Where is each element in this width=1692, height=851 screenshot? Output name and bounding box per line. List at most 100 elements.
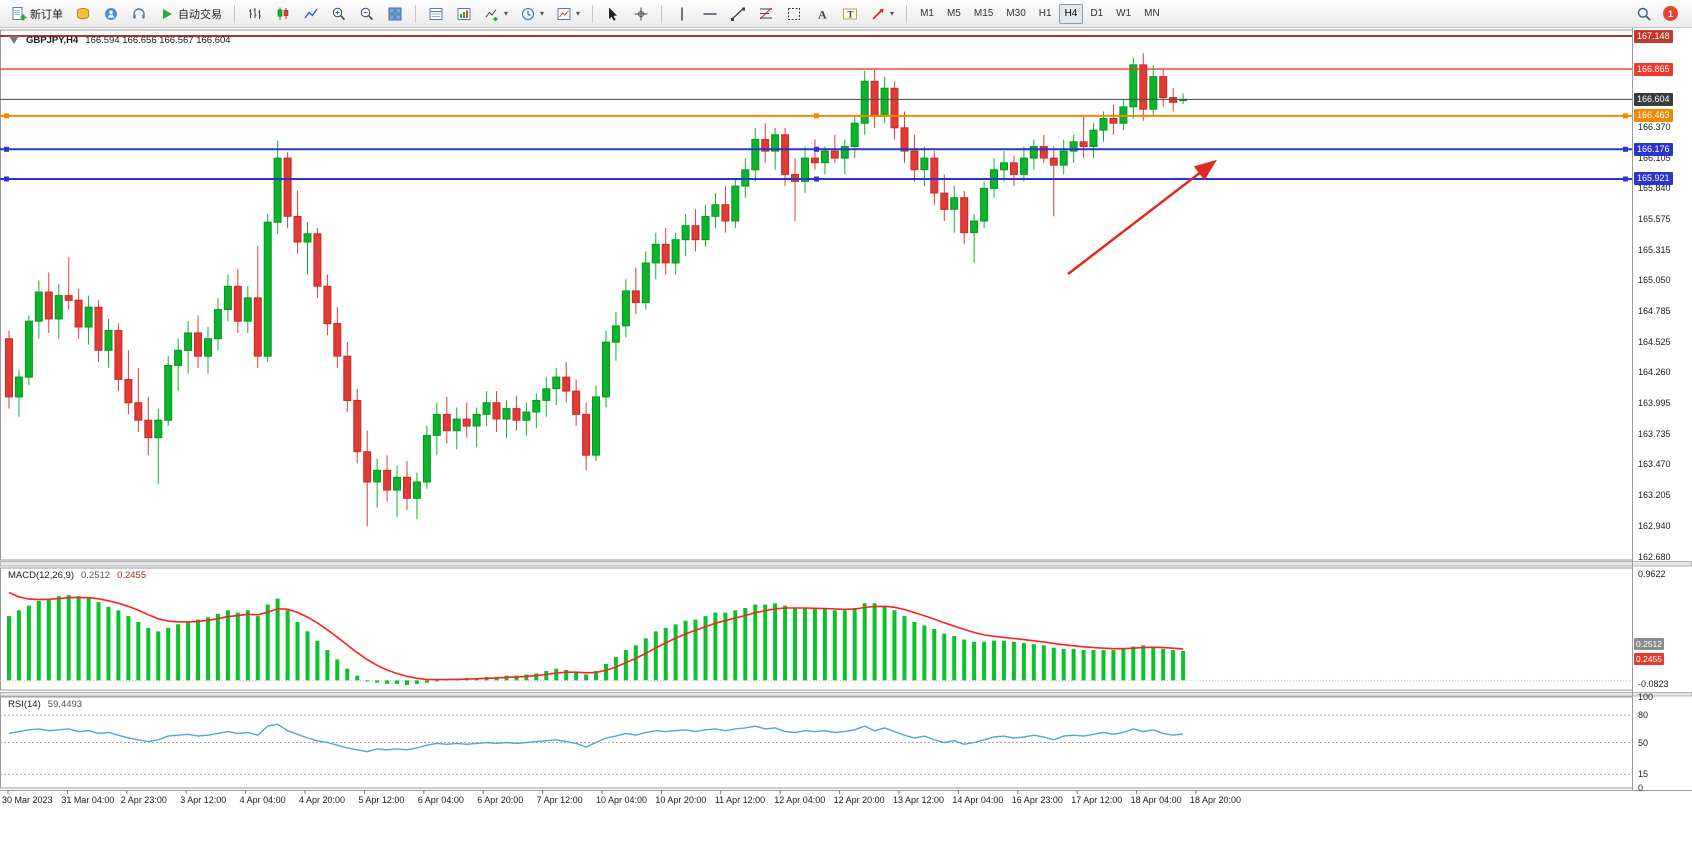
auto-trading-button[interactable]: 自动交易 [154,3,227,25]
hline-handle[interactable] [4,113,9,119]
candle-body [422,434,431,483]
market-button[interactable] [70,3,96,25]
search-button[interactable] [1631,3,1657,25]
zoom-in-button[interactable] [326,3,352,25]
new-order-button[interactable]: 新订单 [6,3,68,25]
macd-bar [723,612,728,681]
line-chart-mode-button[interactable] [298,3,324,25]
timeframe-group: M1 M5 M15 M30 H1 H4 D1 W1 MN [914,3,1166,24]
hline-handle[interactable] [814,113,819,119]
chart-area[interactable]: GBPJPY,H4 166.594 166.656 166.567 166.60… [0,28,1692,851]
candle-body [1059,150,1068,166]
candle-body [850,122,859,147]
hline-handle[interactable] [814,176,819,182]
timeframe-button-W1[interactable]: W1 [1116,8,1132,19]
date-label: 4 Apr 04:00 [239,795,286,805]
price-tag-166.176: 166.176 [1634,142,1673,156]
macd-bar [215,613,220,681]
hline-handle[interactable] [4,146,9,152]
hline-handle[interactable] [1623,176,1628,182]
timeframe-button-MN[interactable]: MN [1144,8,1160,19]
hline-handle[interactable] [4,176,9,182]
vertical-line-tool-button[interactable] [669,3,695,25]
timeframe-button-M15[interactable]: M15 [973,8,994,19]
date-label: 4 Apr 20:00 [299,795,346,805]
timeframe-button-M5[interactable]: M5 [946,8,961,19]
candle-body [293,215,302,243]
candle-body [651,243,660,264]
arrows-tool-button[interactable]: ▾ [865,3,899,25]
candle-body [611,325,620,343]
tile-windows-button[interactable] [382,3,408,25]
template-button[interactable]: ▾ [551,3,585,25]
candle-body [512,408,521,421]
community-button[interactable] [98,3,124,25]
panel-separator[interactable] [0,561,1692,567]
candle-body [781,134,790,175]
macd-bar [524,674,529,681]
candle-body [711,204,720,217]
macd-bar [1051,647,1056,681]
timeframe-button-H1[interactable]: H1 [1038,8,1052,19]
text-tool-button[interactable]: A [809,3,835,25]
candle-body [313,233,322,287]
symbol-title: GBPJPY,H4 166.594 166.656 166.567 166.60… [9,35,231,46]
period-button[interactable]: ▾ [515,3,549,25]
data-window-button[interactable] [423,3,449,25]
macd-bar [434,680,439,682]
candle-body [14,376,23,398]
timeframe-button-D1[interactable]: D1 [1090,8,1104,19]
add-indicator-icon [485,8,498,21]
timeframe-button-H4[interactable]: H4 [1058,3,1084,24]
candle-body [24,320,33,378]
macd-bar [46,598,51,681]
macd-bar [783,605,788,681]
candle-body [223,285,232,311]
candlestick-mode-button[interactable] [270,3,296,25]
panel-separator[interactable] [0,692,1692,697]
price-tick: 166.105 [1638,152,1671,163]
shapes-tool-button[interactable] [781,3,807,25]
hline-handle[interactable] [1623,146,1628,152]
label-icon: T [843,8,858,19]
trendline-tool-button[interactable] [725,3,751,25]
timeframe-button-M1[interactable]: M1 [920,8,934,19]
bar-chart-icon [249,7,261,19]
zoom-out-button[interactable] [354,3,380,25]
notification-badge[interactable]: 1 [1663,6,1678,21]
macd-scale-max: 0.9622 [1638,569,1666,579]
fibonacci-tool-button[interactable] [753,3,779,25]
macd-bar [36,601,41,681]
price-tick: 166.370 [1638,121,1671,132]
crosshair-tool-button[interactable] [628,3,654,25]
candle-body [681,225,690,241]
macd-bar [1031,644,1036,681]
cursor-tool-button[interactable] [600,3,626,25]
chart-canvas[interactable] [0,28,1692,851]
macd-bar [76,596,81,681]
candle-body [810,157,819,164]
add-indicator-button[interactable]: ▾ [479,3,513,25]
hline-handle[interactable] [1623,113,1628,119]
macd-bar [1111,650,1116,681]
macd-bar [514,675,519,681]
macd-bar [355,675,360,681]
cursor-icon [609,7,618,21]
navigator-button[interactable] [451,3,477,25]
date-label: 12 Apr 04:00 [774,795,826,805]
macd-bar [1141,645,1146,681]
macd-bar [912,622,917,681]
macd-bar [1002,640,1006,681]
macd-bar [922,625,927,681]
label-tool-button[interactable]: T [837,3,863,25]
hline-handle[interactable] [814,146,819,152]
trend-arrow[interactable] [1067,159,1217,275]
candle-body [323,285,332,325]
support-button[interactable] [126,3,152,25]
timeframe-button-M30[interactable]: M30 [1006,8,1026,19]
horizontal-line-tool-button[interactable] [697,3,723,25]
dropdown-arrow-icon: ▾ [890,9,895,18]
bar-chart-mode-button[interactable] [242,3,268,25]
candle-body [164,365,173,421]
